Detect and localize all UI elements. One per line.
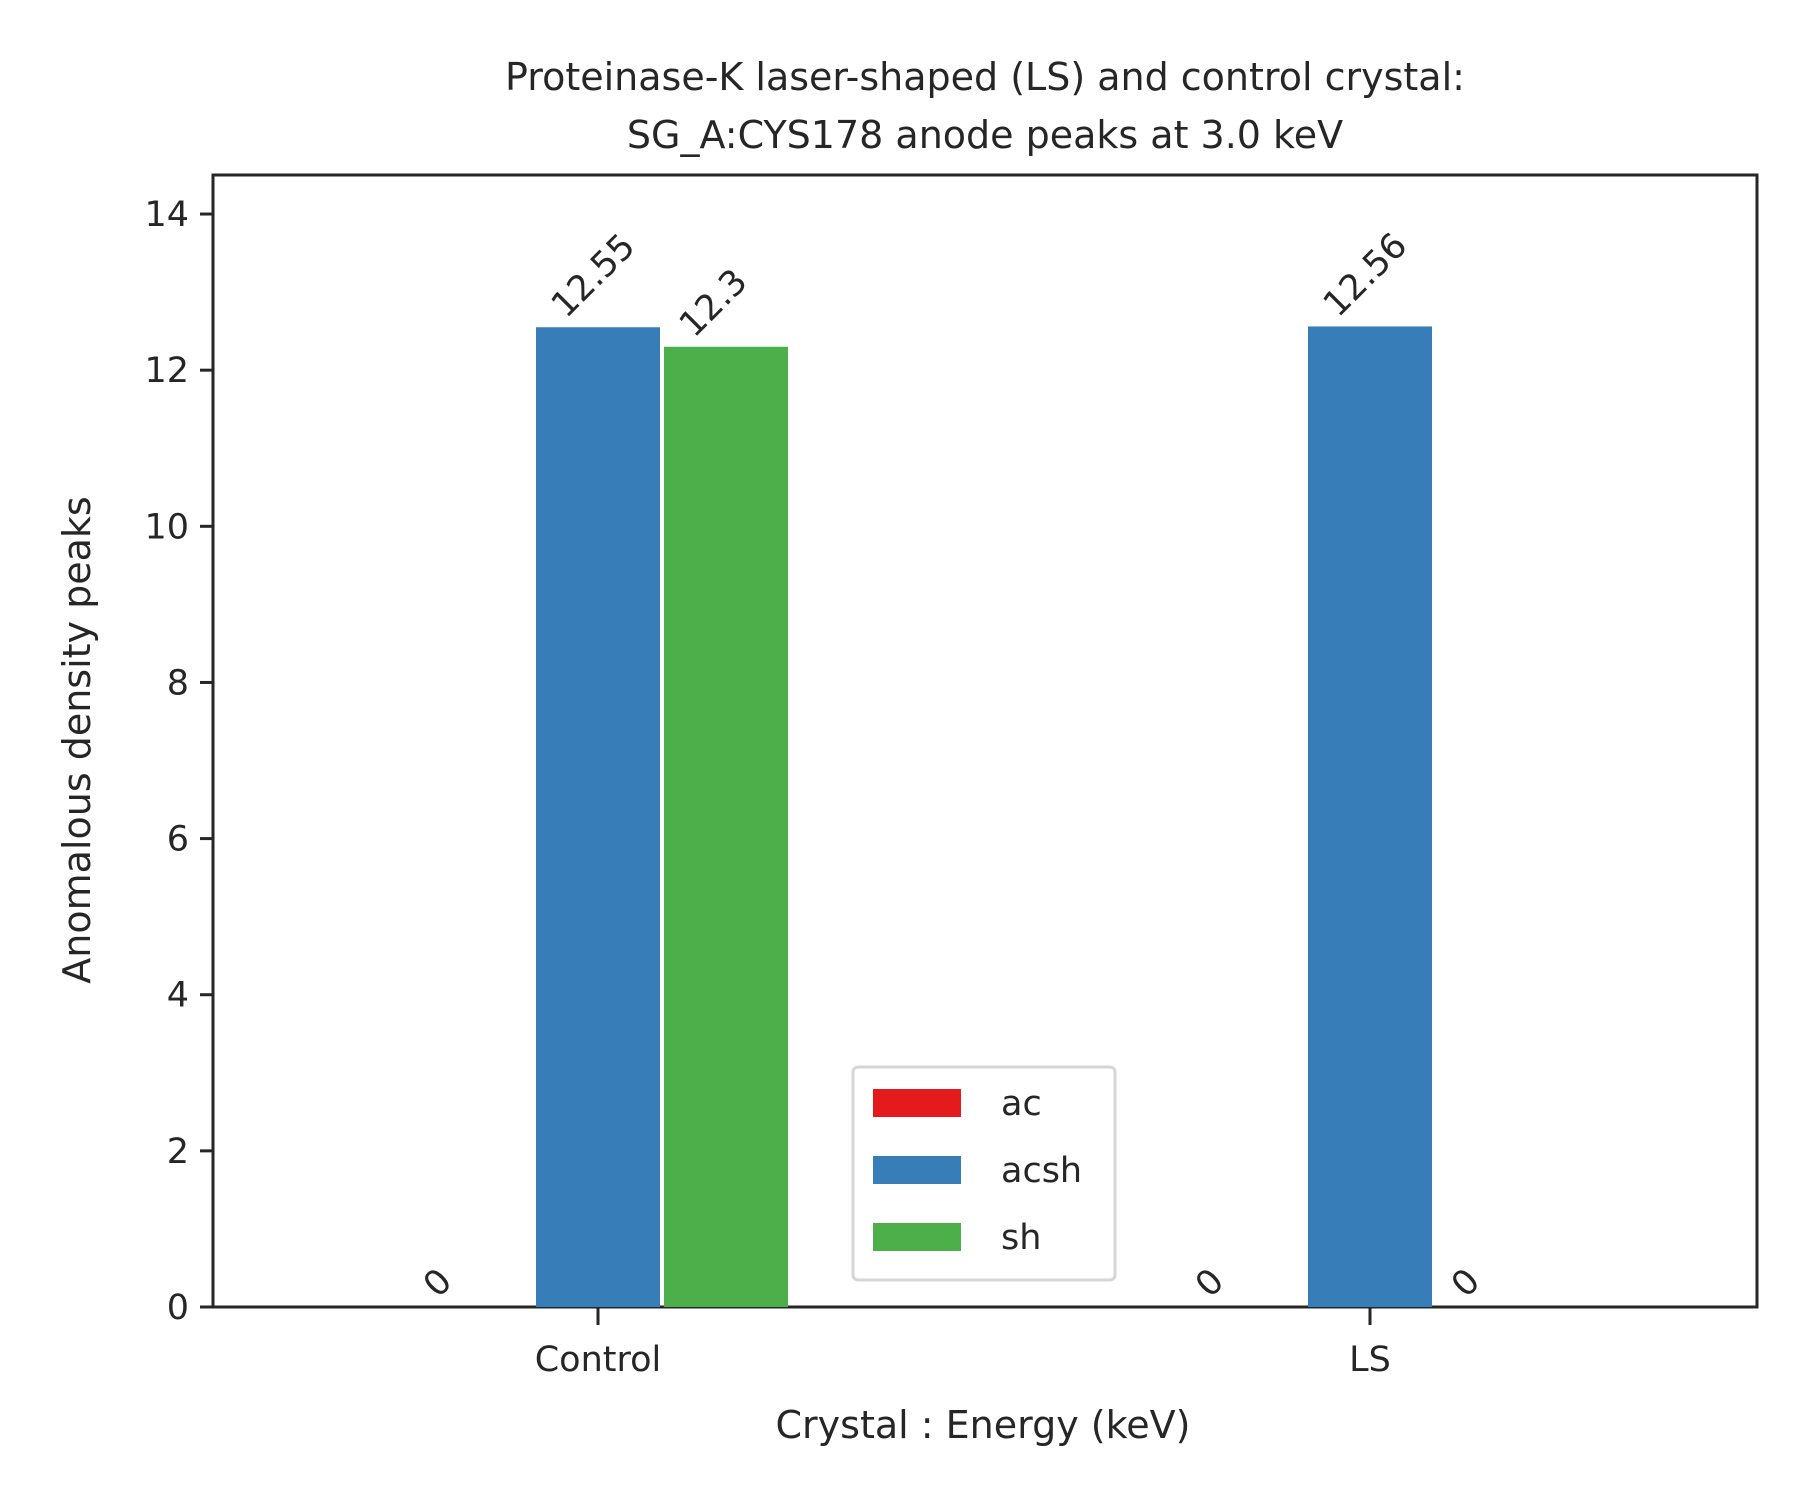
x-axis-label: Crystal : Energy (keV)	[776, 1403, 1191, 1447]
legend-label-ac: ac	[1001, 1084, 1042, 1124]
legend-swatch-acsh	[873, 1156, 961, 1184]
y-axis-label: Anomalous density peaks	[55, 496, 99, 983]
legend-label-sh: sh	[1001, 1218, 1041, 1258]
y-tick-label: 2	[167, 1132, 189, 1172]
legend-swatch-ac	[873, 1089, 961, 1117]
data-label-ac-ls: 0	[1188, 1261, 1232, 1305]
plot-frame	[211, 173, 1759, 1309]
bar-acsh-ls	[1308, 326, 1432, 1307]
data-label-sh-control: 12.3	[672, 262, 755, 345]
bar-acsh-control	[536, 327, 660, 1307]
y-tick-label: 10	[144, 507, 189, 547]
bar-sh-control	[664, 346, 788, 1307]
x-tick-label-ls: LS	[1349, 1340, 1391, 1380]
legend-label-acsh: acsh	[1001, 1151, 1082, 1191]
data-label-acsh-control: 12.55	[544, 226, 643, 325]
data-label-sh-ls: 0	[1444, 1261, 1488, 1305]
data-label-acsh-ls: 12.56	[1316, 226, 1415, 325]
chart-title-line-1: Proteinase-K laser-shaped (LS) and contr…	[505, 55, 1465, 99]
legend-swatch-sh	[873, 1223, 961, 1251]
data-label-ac-control: 0	[416, 1261, 460, 1305]
y-tick-label: 6	[167, 820, 189, 860]
y-tick-label: 12	[144, 351, 189, 391]
y-tick-label: 0	[167, 1288, 189, 1328]
legend: ac acsh sh	[851, 1065, 1117, 1282]
y-tick-label: 8	[167, 663, 189, 703]
y-tick-label: 14	[144, 195, 189, 235]
chart-title-line-2: SG_A:CYS178 anode peaks at 3.0 keV	[627, 113, 1343, 157]
x-tick-label-control: Control	[535, 1340, 662, 1380]
y-tick-label: 4	[167, 976, 189, 1016]
